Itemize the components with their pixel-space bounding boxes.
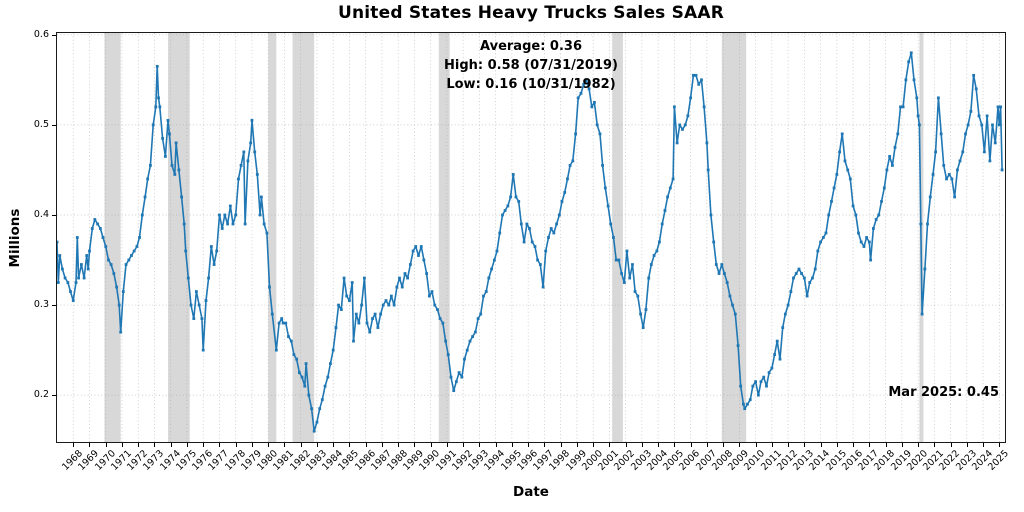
x-tick: [674, 443, 676, 447]
x-tick: [885, 443, 887, 447]
x-tick: [511, 443, 513, 447]
x-tick: [609, 443, 611, 447]
x-tick: [804, 443, 806, 447]
x-tick: [235, 443, 237, 447]
x-tick: [316, 443, 318, 447]
plot-area: Average: 0.36 High: 0.58 (07/31/2019) Lo…: [56, 32, 1006, 443]
y-tick: [52, 124, 56, 126]
x-tick: [869, 443, 871, 447]
x-tick: [398, 443, 400, 447]
x-tick: [203, 443, 205, 447]
x-tick: [658, 443, 660, 447]
x-tick: [853, 443, 855, 447]
stat-low: Low: 0.16 (10/31/1982): [446, 77, 616, 92]
x-tick: [999, 443, 1001, 447]
x-tick: [251, 443, 253, 447]
x-tick: [690, 443, 692, 447]
x-tick: [414, 443, 416, 447]
x-tick: [186, 443, 188, 447]
y-tick: [52, 305, 56, 307]
line-chart-canvas: [57, 33, 1005, 442]
x-tick: [105, 443, 107, 447]
x-tick: [901, 443, 903, 447]
x-tick: [365, 443, 367, 447]
x-tick: [170, 443, 172, 447]
x-tick: [528, 443, 530, 447]
recession-band: [612, 33, 623, 442]
x-tick: [788, 443, 790, 447]
x-tick: [284, 443, 286, 447]
x-tick: [463, 443, 465, 447]
latest-value-annotation: Mar 2025: 0.45: [888, 385, 999, 400]
recession-band: [268, 33, 277, 442]
x-tick: [918, 443, 920, 447]
x-tick: [446, 443, 448, 447]
x-tick: [479, 443, 481, 447]
x-tick: [934, 443, 936, 447]
x-tick: [495, 443, 497, 447]
chart-title: United States Heavy Trucks Sales SAAR: [337, 3, 725, 23]
stat-high: High: 0.58 (07/31/2019): [444, 58, 618, 73]
y-axis-label: Millions: [7, 208, 23, 268]
recession-band: [292, 33, 315, 442]
x-tick: [121, 443, 123, 447]
x-tick: [983, 443, 985, 447]
x-tick: [89, 443, 91, 447]
recession-band: [167, 33, 190, 442]
x-tick: [593, 443, 595, 447]
x-axis-label: Date: [513, 484, 549, 500]
x-tick: [300, 443, 302, 447]
recession-band: [721, 33, 747, 442]
x-tick: [576, 443, 578, 447]
x-tick: [739, 443, 741, 447]
x-tick: [966, 443, 968, 447]
x-tick: [219, 443, 221, 447]
x-tick: [381, 443, 383, 447]
stats-annotation: Average: 0.36 High: 0.58 (07/31/2019) Lo…: [57, 37, 1005, 94]
x-tick: [950, 443, 952, 447]
y-tick: [52, 395, 56, 397]
x-tick: [706, 443, 708, 447]
x-tick: [73, 443, 75, 447]
y-tick: [52, 214, 56, 216]
x-tick: [625, 443, 627, 447]
y-tick: [52, 34, 56, 36]
recession-band: [438, 33, 450, 442]
x-tick: [820, 443, 822, 447]
x-tick: [641, 443, 643, 447]
x-tick: [138, 443, 140, 447]
stat-average: Average: 0.36: [480, 39, 582, 54]
x-tick: [771, 443, 773, 447]
x-tick: [430, 443, 432, 447]
x-tick: [268, 443, 270, 447]
x-tick: [544, 443, 546, 447]
recession-band: [104, 33, 121, 442]
x-tick: [333, 443, 335, 447]
x-tick: [755, 443, 757, 447]
x-tick: [349, 443, 351, 447]
x-tick: [723, 443, 725, 447]
x-tick: [836, 443, 838, 447]
x-tick: [560, 443, 562, 447]
x-tick: [154, 443, 156, 447]
